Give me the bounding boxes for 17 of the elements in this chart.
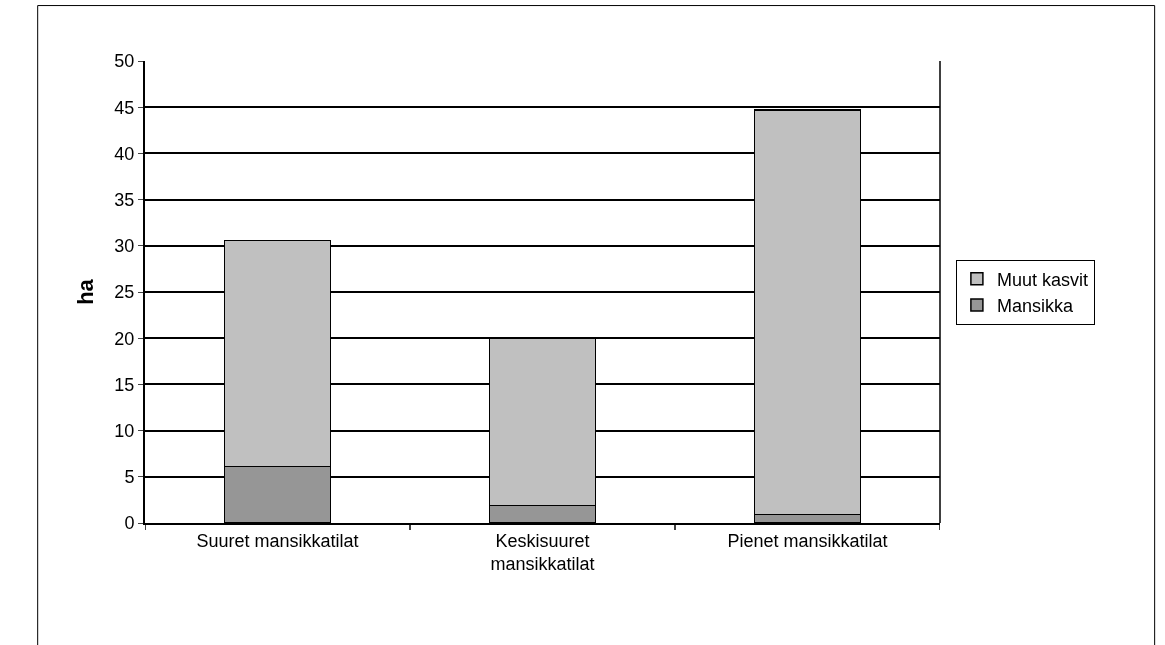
y-tick-label: 35 — [114, 189, 135, 210]
y-tick-label: 40 — [114, 143, 135, 164]
y-tick-label: 45 — [114, 97, 135, 118]
x-tick-label: Pienet mansikkatilat — [727, 530, 888, 551]
y-tick-label: 50 — [114, 51, 135, 72]
y-tick-label: 10 — [114, 420, 135, 441]
y-tick-label: 20 — [114, 328, 135, 349]
y-tick-label: 15 — [114, 374, 135, 395]
y-tick-label: 5 — [124, 467, 135, 488]
x-tick-label: Suuret mansikkatilat — [196, 530, 359, 551]
y-tick-label: 25 — [114, 282, 135, 303]
y-tick-label: 0 — [124, 513, 135, 534]
y-tick-label: 30 — [114, 236, 135, 257]
legend-label: Mansikka — [996, 296, 1074, 317]
legend-label: Muut kasvit — [996, 269, 1088, 290]
y-axis-title: ha — [72, 278, 98, 305]
x-tick-label: Keskisuuret mansikkatilat — [490, 530, 595, 574]
